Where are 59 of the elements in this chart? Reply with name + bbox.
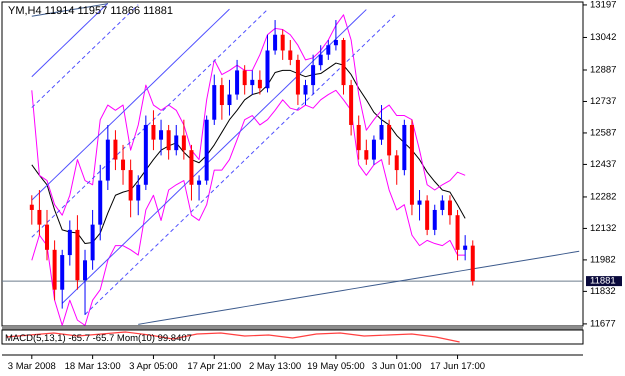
- y-tick-label: 13042: [590, 32, 616, 43]
- y-tick-label: 12282: [590, 191, 616, 202]
- candlestick: [280, 28, 285, 60]
- candlestick: [394, 150, 399, 186]
- candlestick: [151, 110, 156, 151]
- candlestick: [197, 174, 202, 202]
- line-series: [84, 12, 398, 315]
- candlestick: [311, 54, 316, 96]
- candlestick: [288, 39, 292, 66]
- y-tick-label: 12887: [590, 64, 616, 76]
- line-series: [31, 14, 466, 216]
- x-tick-label: 3 Mar 2008: [8, 361, 56, 372]
- y-tick-label: 12587: [590, 127, 616, 138]
- candlestick: [380, 104, 384, 146]
- y-tick-label: 12437: [590, 158, 616, 170]
- candlestick: [304, 79, 308, 106]
- candlestick: [448, 194, 452, 226]
- candlestick: [166, 124, 171, 160]
- x-tick-label: 3 Apr 05:00: [129, 361, 178, 372]
- y-tick-label: 12132: [590, 222, 616, 234]
- candlestick: [372, 134, 376, 166]
- candlestick: [364, 139, 368, 166]
- y-tick-label: 11677: [590, 318, 616, 330]
- candlestick: [258, 70, 262, 96]
- candlestick: [318, 44, 323, 71]
- candlestick: [83, 249, 88, 316]
- x-tick-label: 2 May 13:00: [248, 361, 302, 372]
- candlestick: [326, 39, 330, 60]
- candlestick: [136, 174, 140, 216]
- x-tick-label: 18 Mar 13:00: [64, 361, 121, 372]
- candlestick: [113, 130, 118, 171]
- candlestick: [250, 70, 254, 96]
- candlestick: [227, 79, 232, 116]
- line-series: [138, 250, 580, 325]
- x-tick-label: 17 Jun 17:00: [430, 361, 486, 372]
- ref-line-label: 11881: [590, 276, 616, 287]
- y-tick-label: 11982: [590, 254, 616, 266]
- candlestick: [182, 119, 186, 160]
- candlestick: [418, 190, 422, 221]
- candlestick: [30, 194, 34, 226]
- y-tick-label: 11832: [590, 286, 616, 297]
- candlestick: [220, 77, 224, 120]
- x-tick-label: 17 Apr 21:00: [187, 361, 242, 372]
- candlestick: [432, 204, 437, 236]
- candlestick: [242, 64, 247, 96]
- candlestick: [174, 124, 178, 156]
- x-tick-label: 3 Jun 01:00: [372, 361, 422, 372]
- y-tick-label: 12737: [590, 96, 616, 107]
- candlestick: [440, 194, 444, 216]
- y-tick-label: 13197: [590, 0, 616, 10]
- candlestick: [121, 144, 126, 186]
- candlestick: [334, 20, 338, 51]
- candlestick: [463, 234, 468, 261]
- line-series: [31, 62, 466, 244]
- x-tick-label: 19 May 05:00: [307, 361, 365, 372]
- candlestick: [37, 190, 42, 236]
- candlestick: [159, 119, 164, 156]
- candlestick: [273, 20, 278, 56]
- line-series: [31, 90, 466, 326]
